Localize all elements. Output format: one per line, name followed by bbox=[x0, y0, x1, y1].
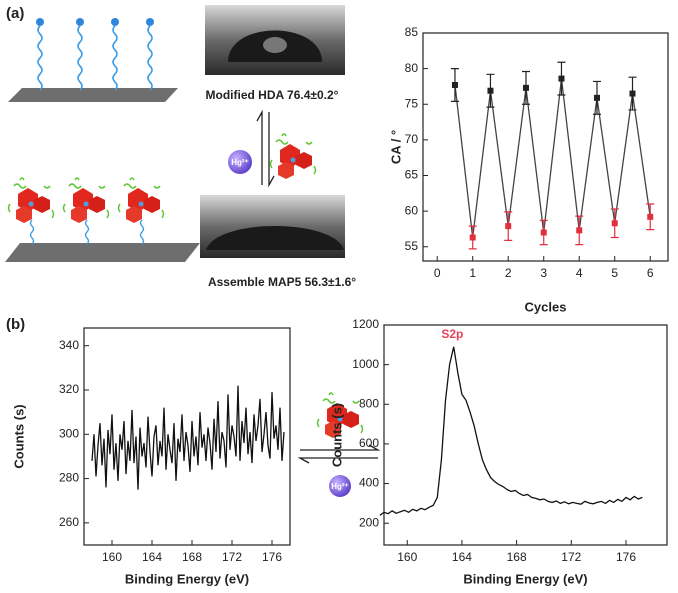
marker bbox=[576, 227, 583, 234]
x-tick-label: 168 bbox=[507, 550, 527, 564]
x-tick-label: 3 bbox=[540, 266, 547, 280]
substrate bbox=[8, 88, 178, 102]
marker bbox=[558, 75, 565, 82]
y-tick-label: 75 bbox=[405, 96, 419, 110]
panel-label: (b) bbox=[6, 316, 25, 333]
data-line bbox=[91, 385, 285, 490]
cluster bbox=[7, 177, 55, 224]
y-tick-label: 70 bbox=[405, 132, 419, 146]
cluster bbox=[117, 177, 165, 224]
cluster bbox=[269, 133, 317, 180]
marker bbox=[629, 90, 636, 97]
x-tick-label: 0 bbox=[434, 266, 441, 280]
equilibrium-arrows bbox=[256, 109, 275, 188]
y-tick-label: 85 bbox=[405, 25, 419, 39]
x-tick-label: 1 bbox=[469, 266, 476, 280]
x-tick-label: 2 bbox=[505, 266, 512, 280]
x-axis-label: Cycles bbox=[525, 299, 567, 314]
x-tick-label: 6 bbox=[647, 266, 654, 280]
y-tick-label: 280 bbox=[59, 471, 79, 485]
droplet bbox=[206, 226, 344, 250]
x-tick-label: 5 bbox=[611, 266, 618, 280]
x-tick-label: 168 bbox=[182, 550, 202, 564]
y-tick-label: 65 bbox=[405, 168, 419, 182]
x-tick-label: 172 bbox=[561, 550, 581, 564]
marker bbox=[522, 84, 529, 91]
y-tick-label: 340 bbox=[59, 338, 79, 352]
y-tick-label: 1200 bbox=[352, 317, 379, 331]
ion bbox=[329, 475, 351, 497]
x-tick-label: 164 bbox=[142, 550, 162, 564]
ion-label: Hg²⁺ bbox=[331, 482, 349, 491]
contact-angle-label: Assemble MAP5 56.3±1.6° bbox=[208, 275, 356, 289]
y-tick-label: 200 bbox=[359, 515, 379, 529]
x-axis-label: Binding Energy (eV) bbox=[463, 571, 587, 586]
y-tick-label: 600 bbox=[359, 436, 379, 450]
y-axis-label: Counts (s) bbox=[329, 403, 344, 467]
marker bbox=[469, 234, 476, 241]
marker bbox=[540, 229, 547, 236]
chains bbox=[37, 25, 153, 91]
y-tick-label: 1000 bbox=[352, 357, 379, 371]
data-line bbox=[454, 78, 651, 238]
y-axis-label: CA / ° bbox=[388, 130, 403, 164]
y-tick-label: 80 bbox=[405, 61, 419, 75]
x-tick-label: 176 bbox=[262, 550, 282, 564]
x-tick-label: 160 bbox=[397, 550, 417, 564]
ion bbox=[228, 150, 252, 174]
cluster bbox=[62, 177, 110, 224]
x-tick-label: 160 bbox=[102, 550, 122, 564]
marker bbox=[593, 94, 600, 101]
plot-frame bbox=[422, 32, 669, 262]
data-line bbox=[379, 346, 643, 516]
contact-angle-label: Modified HDA 76.4±0.2° bbox=[206, 88, 339, 102]
y-tick-label: 55 bbox=[405, 239, 419, 253]
x-axis-label: Binding Energy (eV) bbox=[125, 571, 249, 586]
y-tick-label: 320 bbox=[59, 382, 79, 396]
equilibrium-arrows bbox=[297, 444, 381, 464]
y-tick-label: 260 bbox=[59, 515, 79, 529]
y-axis-label: Counts (s) bbox=[11, 404, 26, 468]
marker bbox=[451, 82, 458, 89]
panel-label: (a) bbox=[6, 5, 24, 22]
marker bbox=[647, 213, 654, 220]
marker bbox=[487, 87, 494, 94]
plot-frame bbox=[383, 324, 668, 546]
plot-frame bbox=[83, 327, 291, 546]
substrate bbox=[5, 243, 200, 262]
chain-heads bbox=[36, 18, 154, 26]
y-tick-label: 400 bbox=[359, 476, 379, 490]
x-tick-label: 176 bbox=[616, 550, 636, 564]
x-tick-label: 4 bbox=[576, 266, 583, 280]
ion-label: Hg²⁺ bbox=[231, 158, 249, 167]
chains bbox=[29, 219, 145, 245]
y-tick-label: 60 bbox=[405, 203, 419, 217]
marker bbox=[611, 220, 618, 227]
annotation: S2p bbox=[441, 327, 463, 341]
y-tick-label: 800 bbox=[359, 396, 379, 410]
droplet-highlight bbox=[263, 37, 287, 53]
schematic: (a) Modified HDA 76.4±0.2° Assemble MAP5… bbox=[5, 5, 381, 497]
y-tick-label: 300 bbox=[59, 426, 79, 440]
x-tick-label: 172 bbox=[222, 550, 242, 564]
marker bbox=[505, 223, 512, 230]
x-tick-label: 164 bbox=[452, 550, 472, 564]
